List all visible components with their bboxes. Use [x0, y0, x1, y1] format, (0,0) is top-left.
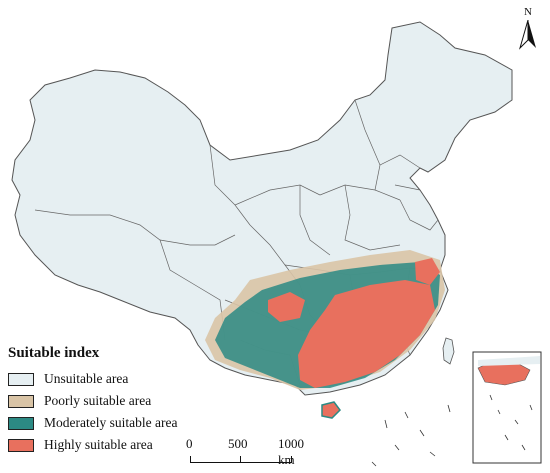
- legend-label: Highly suitable area: [44, 437, 153, 452]
- scale-bar-line: [190, 456, 292, 463]
- scale-bar: 0 500 1000 km: [180, 436, 320, 467]
- scale-label-0: 0: [186, 436, 193, 451]
- legend-item-unsuitable: Unsuitable area: [8, 368, 238, 390]
- scale-label-1000: 1000 km: [278, 436, 304, 467]
- legend-item-moderately: Moderately suitable area: [8, 412, 238, 434]
- scale-label-500: 500: [228, 436, 248, 451]
- hainan-island: [321, 401, 341, 419]
- north-arrow: N: [514, 6, 542, 50]
- legend-item-poorly: Poorly suitable area: [8, 390, 238, 412]
- north-label: N: [524, 6, 532, 18]
- north-arrow-icon: [518, 20, 536, 50]
- scale-bar-tick: [240, 456, 241, 462]
- south-china-sea-inset: [472, 351, 542, 464]
- legend: Suitable index Unsuitable area Poorly su…: [8, 345, 238, 456]
- legend-swatch: [8, 438, 34, 452]
- taiwan-island: [442, 337, 455, 365]
- legend-title: Suitable index: [8, 345, 100, 361]
- legend-label: Moderately suitable area: [44, 415, 178, 430]
- legend-item-highly: Highly suitable area: [8, 434, 238, 456]
- legend-swatch: [8, 372, 34, 386]
- legend-label: Unsuitable area: [44, 371, 129, 386]
- highly-suitable-east-patch: [415, 258, 440, 285]
- highly-suitable-zone: [298, 280, 435, 388]
- highly-suitable-west-patch: [268, 292, 305, 322]
- legend-label: Poorly suitable area: [44, 393, 152, 408]
- sea-islands: [371, 404, 451, 467]
- legend-swatch: [8, 416, 34, 430]
- legend-swatch: [8, 394, 34, 408]
